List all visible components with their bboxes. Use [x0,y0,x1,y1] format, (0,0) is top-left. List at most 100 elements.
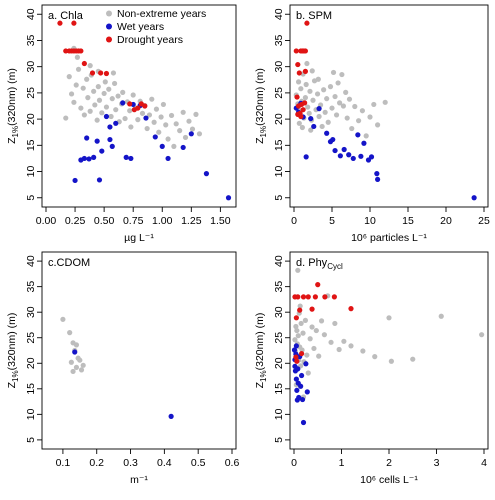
x-tick-label: 0.6 [225,457,240,469]
data-point [86,156,92,162]
panel-4: 0 1 2 3 4 5 10 15 20 25 30 35 40 10⁶ cells L⁻¹ Z1%(320… [254,251,489,486]
data-point [346,96,353,102]
panel-2: 0 5 10 15 20 25 5 10 15 20 25 30 35 40 10⁶ particles L… [254,4,490,244]
x-tick-label: 1.25 [181,215,202,227]
data-point [304,20,310,26]
x-tick-label: 1.00 [152,215,173,227]
data-point [350,155,356,162]
y-tick-label: 40 [273,8,285,20]
x-tick-label: 0.5 [191,457,206,469]
y-tick-label: 10 [25,408,37,420]
plot-frame [289,251,489,450]
data-point [75,66,82,72]
x-tick-label: 5 [329,215,335,227]
data-point [103,104,110,110]
data-point [71,20,77,26]
data-point [151,119,157,125]
y-tick-label: 5 [273,437,285,443]
y-tick-label: 40 [25,8,37,20]
data-point [78,48,84,54]
data-point [293,323,299,330]
data-point [146,112,153,118]
data-point [128,124,134,130]
data-point [297,307,303,313]
data-point [375,176,381,183]
data-point [314,91,321,97]
data-point [106,86,112,92]
data-point [110,70,117,76]
data-point [156,129,162,135]
data-point [339,71,345,78]
data-point [149,96,155,102]
data-point [303,81,309,88]
data-point [73,342,80,348]
data-point [109,143,115,149]
data-point [305,104,311,110]
data-point [120,89,126,95]
panel-title: d. PhyCycl [296,257,343,271]
data-point [348,306,354,312]
series-drought [292,282,354,364]
data-point [84,135,90,141]
data-point [330,69,337,76]
data-point [186,118,192,124]
data-point [305,370,311,376]
data-point [299,124,305,131]
x-tick-label: 1 [339,457,345,469]
data-point [360,348,366,354]
data-point [355,132,361,138]
data-point [81,60,87,67]
y-tick-label: 25 [273,332,285,344]
data-point [295,294,301,300]
series-wet [291,343,310,426]
legend-label: Wet years [117,21,164,33]
data-point [67,330,73,336]
data-point [309,306,315,312]
data-point [292,363,298,369]
data-point [343,89,349,95]
data-point [305,294,311,300]
data-point [438,313,444,319]
y-tick-label: 40 [273,255,285,267]
data-point [340,103,346,109]
data-point [341,338,347,344]
data-point [296,120,302,126]
data-point [293,354,299,360]
data-point [189,126,196,132]
data-point [142,103,148,109]
y-tick-label: 35 [273,281,285,293]
y-tick-label: 35 [273,34,285,46]
data-point [302,317,308,323]
data-point [310,97,316,103]
data-point [130,92,136,98]
data-point [294,94,300,100]
data-point [295,267,301,273]
y-tick-label: 20 [25,113,37,125]
data-point [113,107,119,113]
data-point [293,343,299,349]
data-point [152,134,158,140]
data-point [96,97,103,103]
data-point [296,394,302,401]
data-point [177,128,183,134]
y-tick-label: 20 [25,357,37,369]
data-point [322,109,328,115]
data-point [325,119,331,125]
data-point [203,171,210,177]
data-point [363,133,369,139]
data-point [72,177,78,184]
data-point [300,294,307,300]
x-tick-label: 0.25 [65,215,86,227]
y-tick-label: 5 [25,437,37,443]
data-point [311,123,317,130]
panel-3: 0.1 0.2 0.3 0.4 0.5 0.6 5 10 15 20 25 30 35 40 m⁻¹ Z1%(… [6,251,240,486]
data-point [298,320,304,327]
data-point [91,154,97,160]
legend-background [101,6,229,49]
data-point [306,110,312,116]
data-point [68,91,75,97]
x-tick-label: 3 [434,457,440,469]
data-point [388,358,394,364]
data-point [78,105,84,111]
data-point [479,332,485,338]
